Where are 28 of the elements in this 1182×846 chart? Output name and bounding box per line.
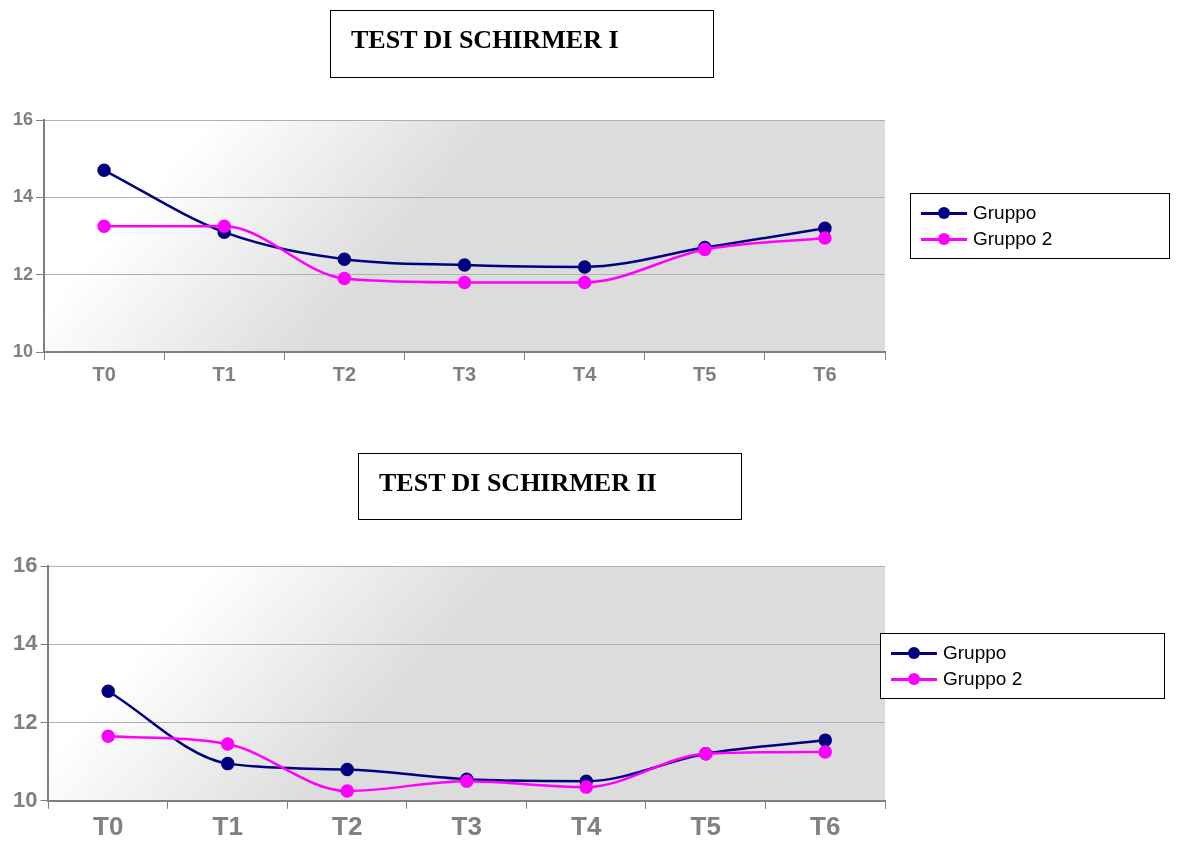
legend-label: Gruppo [973,202,1037,224]
x-tick-label: T3 [451,810,482,841]
legend-label: Gruppo 2 [943,668,1023,690]
y-tick-label: 14 [12,186,34,207]
y-tick-label: 14 [12,630,39,656]
chart-title: TEST DI SCHIRMER II [358,453,742,520]
x-tick-label: T3 [452,362,477,385]
y-tick-label: 10 [12,786,38,812]
x-tick-label: T5 [693,362,717,385]
legend-label: Gruppo 2 [973,228,1053,250]
y-tick-label: 12 [12,263,34,284]
y-tick-label: 12 [12,708,38,734]
x-tick-label: T0 [92,362,116,385]
x-tick-label: T6 [810,810,841,841]
x-tick-label: T4 [572,362,598,385]
y-tick-label: 16 [12,552,38,578]
x-tick-label: T2 [332,362,357,385]
y-tick-label: 16 [12,108,34,129]
x-tick-label: T1 [212,810,243,841]
legend-label: Gruppo [943,642,1007,664]
chart-title: TEST DI SCHIRMER I [330,10,714,78]
x-tick-label: T4 [571,810,602,841]
x-tick-label: T1 [212,362,236,385]
x-tick-label: T5 [690,810,721,841]
x-tick-label: T6 [813,362,837,385]
y-tick-label: 10 [12,340,34,361]
x-tick-label: T2 [332,810,363,841]
x-tick-label: T0 [93,810,124,841]
